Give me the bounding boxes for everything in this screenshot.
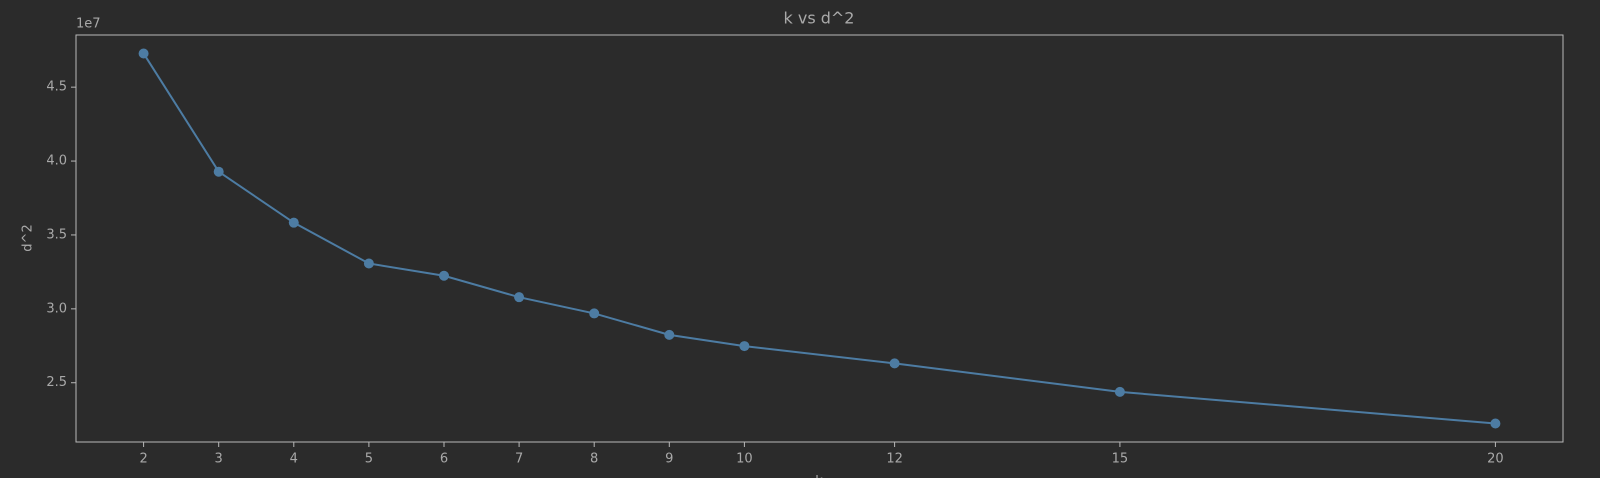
x-tick-label: 4 (290, 452, 298, 467)
x-tick-label: 3 (215, 452, 223, 467)
point-marker (889, 358, 900, 369)
point-marker (1490, 418, 1501, 429)
y-tick-label: 3.0 (46, 301, 67, 316)
x-tick-label: 12 (886, 452, 903, 467)
series-line (142, 52, 1496, 425)
x-tick-label: 5 (365, 452, 373, 467)
chart-title: k vs d^2 (784, 9, 855, 28)
y-tick-label: 3.5 (46, 227, 67, 242)
y-offset-label: 1e7 (76, 17, 101, 32)
x-tick-label: 20 (1487, 452, 1504, 467)
y-tick-label: 4.0 (46, 154, 67, 169)
x-tick-label: 8 (590, 452, 598, 467)
point-marker (363, 258, 374, 269)
point-marker (664, 329, 675, 340)
point-marker (1114, 386, 1125, 397)
y-axis-label: d^2 (21, 224, 36, 251)
x-tick-label: 7 (515, 452, 523, 467)
x-axis-label: k (815, 474, 823, 478)
x-tick-label: 10 (736, 452, 753, 467)
x-tick-label: 2 (139, 452, 147, 467)
plot-frame (75, 34, 1564, 443)
point-marker (288, 217, 299, 228)
point-marker (138, 48, 149, 59)
y-tick-label: 2.5 (46, 375, 67, 390)
x-tick-label: 15 (1112, 452, 1129, 467)
x-tick-label: 9 (665, 452, 673, 467)
point-marker (438, 270, 449, 281)
point-marker (514, 292, 525, 303)
point-marker (213, 166, 224, 177)
x-tick-label: 6 (440, 452, 448, 467)
point-marker (589, 308, 600, 319)
point-marker (739, 341, 750, 352)
y-tick-label: 4.5 (46, 80, 67, 95)
